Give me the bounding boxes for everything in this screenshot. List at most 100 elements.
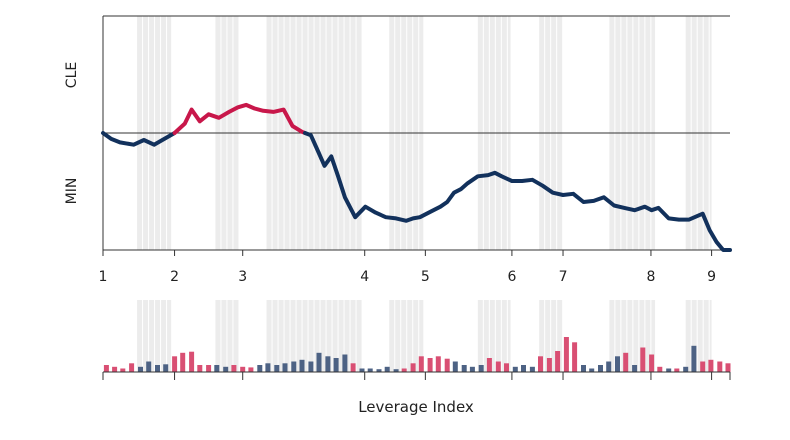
leverage-bar (563, 337, 569, 372)
leverage-bar (265, 363, 271, 373)
x-tick-label: 2 (170, 269, 179, 285)
leverage-bar (206, 365, 212, 372)
bar-shaded-band (539, 300, 563, 372)
x-tick-label: 3 (238, 269, 247, 285)
x-tick-label: 1 (99, 269, 108, 285)
leverage-bar (615, 356, 620, 373)
leverage-bar (538, 356, 543, 373)
leverage-bar (359, 368, 365, 372)
line-segment-positive (172, 102, 307, 135)
leverage-bar (529, 366, 535, 373)
bar-shaded-band (477, 300, 511, 372)
leverage-bar (691, 345, 697, 373)
leverage-bar (640, 347, 646, 372)
leverage-bar (452, 361, 458, 372)
leverage-bar (163, 364, 169, 372)
x-tick-label: 6 (507, 269, 516, 285)
leverage-bar (129, 363, 135, 373)
leverage-bar (376, 369, 382, 372)
leverage-bar (316, 352, 322, 373)
leverage-bar (291, 361, 297, 372)
leverage-bar (581, 365, 586, 372)
y-label-top: CLE (64, 62, 80, 88)
leverage-bar (197, 365, 203, 372)
leverage-bar (606, 361, 612, 372)
leverage-bar (112, 366, 118, 373)
x-tick-label: 8 (646, 269, 655, 285)
leverage-bar (138, 366, 143, 373)
leverage-bar (598, 365, 603, 372)
leverage-bar (103, 365, 109, 372)
leverage-bar (299, 359, 305, 373)
leverage-bar (427, 358, 433, 372)
leverage-bar (683, 366, 689, 373)
leverage-bar (649, 354, 655, 372)
leverage-bar (146, 361, 152, 372)
leverage-bar (274, 365, 280, 372)
leverage-bar (486, 358, 492, 372)
leverage-bar (632, 365, 638, 372)
leverage-bar (350, 363, 356, 373)
leverage-bar (589, 368, 595, 372)
x-axis-ticks: 1 2 3 4 5 6 7 8 9 (99, 250, 716, 285)
x-tick-label: 5 (421, 269, 430, 285)
leverage-bar (257, 365, 263, 372)
leverage-bar (172, 356, 178, 373)
leverage-bar (708, 359, 714, 373)
leverage-bar (401, 368, 407, 372)
leverage-bar (223, 366, 229, 373)
leverage-bar (367, 368, 373, 372)
leverage-bar (333, 358, 339, 372)
leverage-bar (725, 363, 731, 373)
leverage-bar (393, 369, 399, 372)
leverage-bar (180, 352, 186, 373)
leverage-bar (248, 367, 254, 372)
bar-shaded-bands (137, 300, 712, 372)
leverage-bar (700, 361, 706, 372)
leverage-bar (308, 361, 314, 372)
bar-shaded-band (389, 300, 424, 372)
leverage-bar (342, 354, 348, 372)
leverage-bar (666, 368, 672, 372)
leverage-bar (717, 361, 723, 372)
leverage-bars (103, 337, 731, 373)
leverage-bar (384, 366, 390, 373)
bar-shaded-band (685, 300, 712, 372)
bar-shaded-band (266, 300, 362, 372)
bar-shaded-band (215, 300, 239, 372)
leverage-bar (240, 366, 246, 373)
leverage-bar (572, 342, 578, 373)
leverage-bar (674, 368, 680, 372)
leverage-bar (469, 366, 475, 373)
leverage-bar (189, 351, 195, 372)
leverage-bar (521, 365, 526, 372)
bar-shaded-band (137, 300, 172, 372)
x-tick-label: 9 (707, 269, 716, 285)
leverage-bar (657, 366, 663, 373)
x-axis-title: Leverage Index (358, 398, 474, 416)
leverage-bar (461, 365, 467, 372)
leverage-bar (325, 356, 331, 373)
leverage-bar (555, 351, 561, 372)
leverage-bar (231, 365, 237, 372)
y-label-bottom: MIN (64, 178, 80, 205)
leverage-bar (214, 365, 220, 372)
leverage-bar (444, 358, 450, 372)
leverage-bar (512, 366, 518, 373)
bar-axis-ticks (102, 372, 731, 380)
leverage-bar (435, 356, 441, 373)
leverage-bar (495, 361, 501, 372)
bar-shaded-band (609, 300, 656, 372)
win-probability-line (101, 102, 732, 252)
x-tick-label: 7 (559, 269, 568, 285)
leverage-bar (504, 363, 509, 373)
leverage-bar (418, 356, 424, 373)
leverage-bar (120, 368, 126, 372)
line-segment-negative (303, 131, 732, 252)
leverage-bar (282, 363, 288, 373)
x-tick-label: 4 (360, 269, 369, 285)
leverage-bar (623, 352, 629, 373)
leverage-bar (478, 365, 484, 372)
